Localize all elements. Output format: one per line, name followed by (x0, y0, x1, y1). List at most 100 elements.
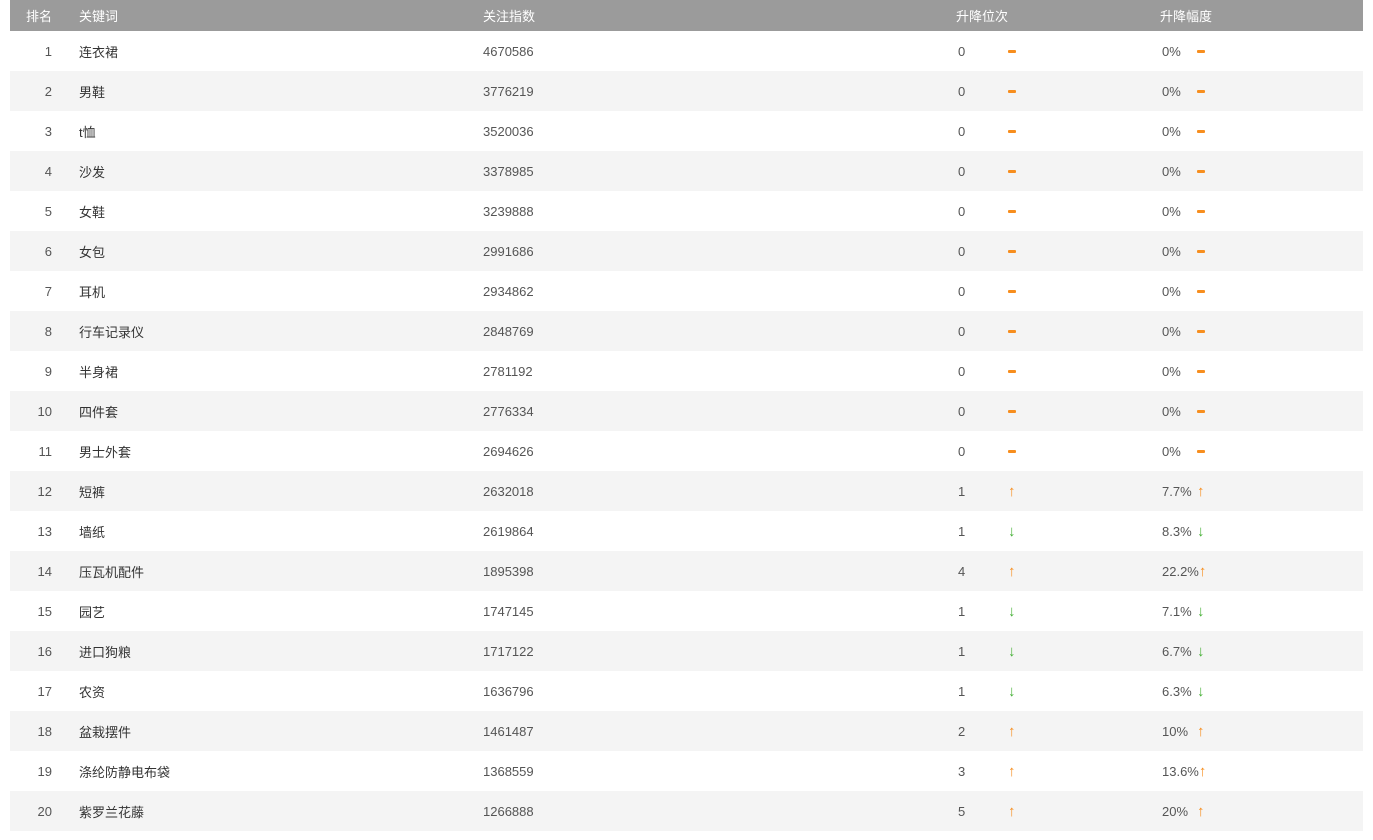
table-header: 排名 关键词 关注指数 升降位次 升降幅度 (10, 0, 1363, 31)
pct-change-value: 0% (1162, 443, 1181, 459)
rank-cell: 12 (10, 484, 52, 499)
index-value: 1717122 (483, 643, 534, 659)
pos-change-value: 0 (958, 243, 966, 259)
table-row: 6 女包 2991686 0 0% (10, 231, 1363, 271)
keyword-text[interactable]: 园艺 (79, 604, 106, 620)
pos-change-cell: 5 ↑ (956, 804, 1160, 819)
arrow-down-icon: ↓ (1008, 682, 1016, 700)
index-cell: 1461487 (483, 724, 956, 739)
pct-change-value: 7.1% (1162, 603, 1192, 619)
keyword-cell: 涤纶防静电布袋 (79, 762, 483, 781)
keyword-text[interactable]: 女包 (79, 244, 106, 260)
index-cell: 2781192 (483, 364, 956, 379)
dash-flat-icon (1008, 250, 1016, 253)
arrow-up-icon: ↑ (1198, 562, 1207, 580)
table-row: 5 女鞋 3239888 0 0% (10, 191, 1363, 231)
pct-change-cell: 0% (1160, 84, 1363, 99)
keyword-cell: 女鞋 (79, 202, 483, 221)
pos-change-cell: 0 (956, 204, 1160, 219)
pct-change-value: 0% (1162, 203, 1181, 219)
index-value: 4670586 (483, 43, 534, 59)
table-row: 7 耳机 2934862 0 0% (10, 271, 1363, 311)
index-cell: 1636796 (483, 684, 956, 699)
keyword-text[interactable]: 男士外套 (79, 444, 132, 460)
dash-flat-icon (1197, 410, 1205, 413)
pct-change-value: 0% (1162, 403, 1181, 419)
rank-value: 8 (44, 323, 52, 339)
rank-cell: 6 (10, 244, 52, 259)
pos-change-cell: 0 (956, 124, 1160, 139)
keyword-cell: 男士外套 (79, 442, 483, 461)
arrow-up-icon: ↑ (1198, 762, 1207, 780)
pct-change-value: 8.3% (1162, 523, 1192, 539)
pos-change-value: 0 (958, 323, 966, 339)
table-row: 9 半身裙 2781192 0 0% (10, 351, 1363, 391)
index-value: 2619864 (483, 523, 534, 539)
keyword-text[interactable]: 女鞋 (79, 204, 106, 220)
keyword-text[interactable]: 涤纶防静电布袋 (79, 764, 171, 780)
table-row: 10 四件套 2776334 0 0% (10, 391, 1363, 431)
keyword-text[interactable]: 进口狗粮 (79, 644, 132, 660)
keyword-text[interactable]: 短裤 (79, 484, 106, 500)
header-pct-change-label: 升降幅度 (1160, 9, 1213, 24)
index-value: 3520036 (483, 123, 534, 139)
arrow-down-icon: ↓ (1197, 682, 1205, 700)
pct-change-cell: 0% (1160, 444, 1363, 459)
keyword-text[interactable]: 半身裙 (79, 364, 119, 380)
rank-cell: 8 (10, 324, 52, 339)
pct-change-cell: 0% (1160, 364, 1363, 379)
pos-change-value: 0 (958, 363, 966, 379)
rank-value: 3 (44, 123, 52, 139)
table-row: 1 连衣裙 4670586 0 0% (10, 31, 1363, 71)
index-cell: 1368559 (483, 764, 956, 779)
keyword-cell: 半身裙 (79, 362, 483, 381)
keyword-text[interactable]: 农资 (79, 684, 106, 700)
rank-value: 20 (37, 803, 52, 819)
index-value: 1636796 (483, 683, 534, 699)
index-value: 1266888 (483, 803, 534, 819)
table-row: 11 男士外套 2694626 0 0% (10, 431, 1363, 471)
index-cell: 4670586 (483, 44, 956, 59)
pos-change-cell: 0 (956, 444, 1160, 459)
rank-value: 10 (37, 403, 52, 419)
pos-change-cell: 0 (956, 244, 1160, 259)
index-cell: 3239888 (483, 204, 956, 219)
table-row: 18 盆栽摆件 1461487 2 ↑ 10% ↑ (10, 711, 1363, 751)
keyword-text[interactable]: 墙纸 (79, 524, 106, 540)
index-cell: 1266888 (483, 804, 956, 819)
rank-cell: 1 (10, 44, 52, 59)
keyword-text[interactable]: 耳机 (79, 284, 106, 300)
keyword-text[interactable]: 连衣裙 (79, 44, 119, 60)
index-value: 3239888 (483, 203, 534, 219)
keyword-text[interactable]: 压瓦机配件 (79, 564, 145, 580)
index-cell: 1895398 (483, 564, 956, 579)
index-value: 2632018 (483, 483, 534, 499)
pos-change-value: 3 (958, 763, 966, 779)
pos-change-cell: 1 ↑ (956, 484, 1160, 499)
rank-cell: 15 (10, 604, 52, 619)
rank-cell: 17 (10, 684, 52, 699)
rank-value: 14 (37, 563, 52, 579)
keyword-text[interactable]: 四件套 (79, 404, 119, 420)
arrow-down-icon: ↓ (1197, 522, 1205, 540)
keyword-text[interactable]: 沙发 (79, 164, 106, 180)
keyword-text[interactable]: t恤 (79, 124, 96, 140)
keyword-text[interactable]: 行车记录仪 (79, 324, 145, 340)
keyword-text[interactable]: 盆栽摆件 (79, 724, 132, 740)
pct-change-cell: 0% (1160, 164, 1363, 179)
rank-cell: 13 (10, 524, 52, 539)
index-cell: 3378985 (483, 164, 956, 179)
index-cell: 2934862 (483, 284, 956, 299)
pos-change-value: 5 (958, 803, 966, 819)
index-value: 2694626 (483, 443, 534, 459)
pos-change-value: 0 (958, 283, 966, 299)
index-cell: 2694626 (483, 444, 956, 459)
rank-value: 1 (44, 43, 52, 59)
pct-change-value: 0% (1162, 123, 1181, 139)
keyword-text[interactable]: 男鞋 (79, 84, 106, 100)
pos-change-value: 1 (958, 483, 966, 499)
index-cell: 1747145 (483, 604, 956, 619)
keyword-text[interactable]: 紫罗兰花藤 (79, 804, 145, 820)
keyword-cell: 女包 (79, 242, 483, 261)
table-row: 19 涤纶防静电布袋 1368559 3 ↑ 13.6% ↑ (10, 751, 1363, 791)
